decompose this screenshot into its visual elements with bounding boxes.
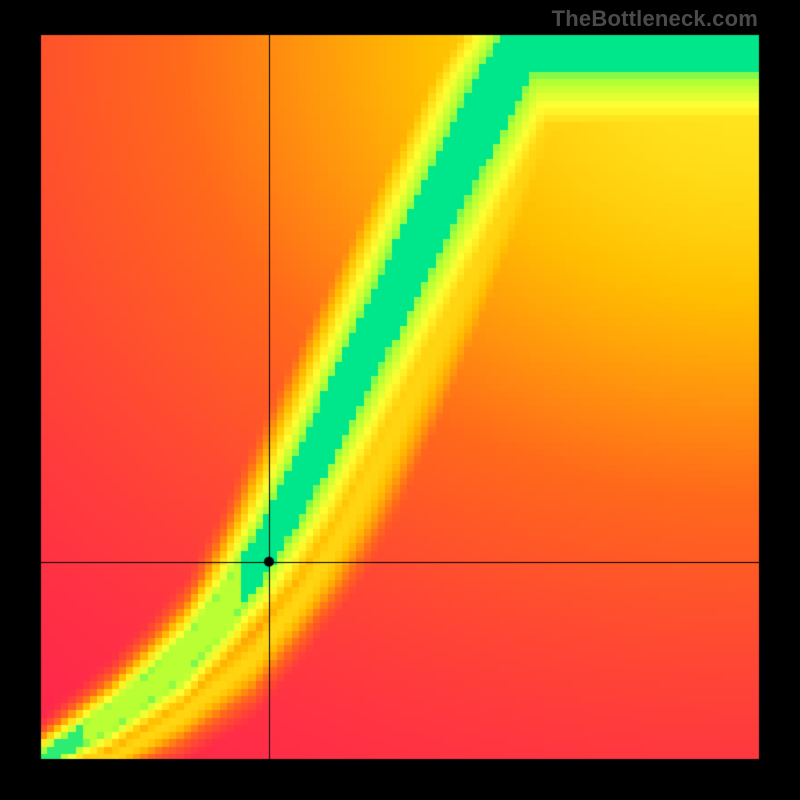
watermark-text: TheBottleneck.com: [552, 6, 758, 32]
bottleneck-heatmap: [40, 34, 760, 760]
chart-frame: TheBottleneck.com: [0, 0, 800, 800]
